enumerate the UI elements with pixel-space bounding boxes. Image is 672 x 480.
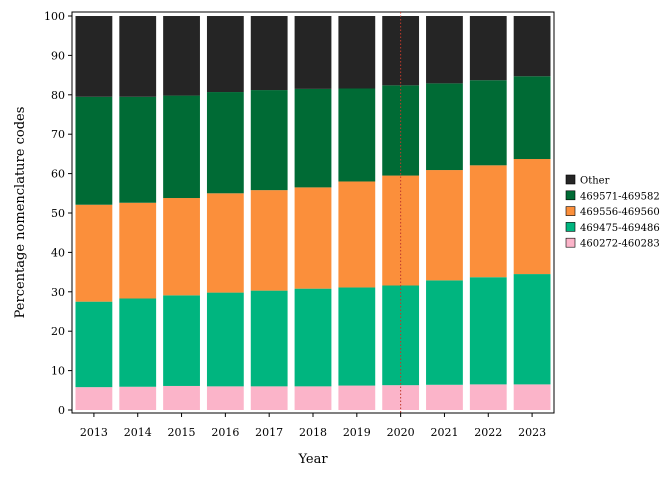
legend-swatch [565, 222, 576, 232]
bar-segment [469, 384, 507, 410]
bar-segment [206, 292, 244, 387]
bar-segment [119, 386, 157, 410]
bar-segment [469, 165, 507, 278]
legend-label: Other [580, 176, 610, 187]
bar-segment [250, 386, 288, 410]
y-tick-label: 30 [51, 286, 65, 299]
bar-segment [119, 16, 157, 97]
bar-segment [163, 95, 200, 199]
legend-label: 469475-469486 [580, 223, 660, 234]
x-tick-label: 2022 [474, 426, 502, 439]
bar-segment [338, 181, 376, 288]
y-tick-label: 20 [51, 325, 65, 338]
legend-swatch [565, 174, 576, 185]
bar-segment [338, 88, 376, 182]
bar-segment [206, 386, 244, 410]
bar-segment [75, 96, 113, 205]
legend-swatch [565, 190, 576, 201]
x-tick-label: 2023 [518, 426, 546, 439]
bar-segment [294, 187, 332, 289]
bar-segment [294, 88, 332, 188]
legend: Other 469571-469582 469556-469560 469475-46… [565, 174, 660, 250]
bar-segment [338, 287, 376, 386]
bar-segment [513, 159, 551, 275]
bar-segment [119, 298, 157, 387]
legend-swatch [565, 237, 576, 248]
x-axis: 2013 2014 2015 2016 2017 2018 2019 2020 2021 2022… [80, 413, 546, 439]
y-tick-label: 50 [51, 207, 65, 220]
bar-segment [469, 80, 507, 166]
bar-segment [163, 295, 200, 386]
bar-segment [469, 277, 507, 385]
bar-segment [250, 290, 288, 387]
bar-segment [426, 170, 463, 281]
bar-segment [513, 384, 551, 410]
x-axis-title: Year [297, 452, 328, 467]
bar-segment [513, 76, 551, 160]
x-tick-label: 2016 [211, 426, 239, 439]
bar-segment [75, 16, 113, 97]
x-tick-label: 2018 [299, 426, 327, 439]
bar-segment [250, 190, 288, 291]
y-axis: 0 10 20 30 40 50 60 70 80 90 100 [44, 10, 72, 417]
bar-segment [294, 16, 332, 89]
x-tick-label: 2021 [430, 426, 458, 439]
bar-segment [382, 85, 420, 176]
bar-segment [469, 16, 507, 81]
bar-segment [338, 16, 376, 89]
y-tick-label: 70 [51, 128, 65, 141]
bar-segment [338, 385, 376, 410]
bar-segment [426, 280, 463, 385]
bar-segment [119, 96, 157, 203]
bar-segment [426, 83, 463, 171]
bar-segment [75, 301, 113, 388]
x-tick-label: 2013 [80, 426, 108, 439]
bar-segment [426, 384, 463, 410]
bar-segment [75, 387, 113, 410]
bar-segment [294, 288, 332, 387]
y-tick-label: 10 [51, 365, 65, 378]
bar-segment [250, 16, 288, 91]
y-axis-title: Percentage nomenclature codes [13, 107, 28, 319]
x-tick-label: 2017 [255, 426, 283, 439]
y-tick-label: 80 [51, 89, 65, 102]
bar-segment [513, 16, 551, 77]
x-tick-label: 2014 [124, 426, 152, 439]
legend-label: 460272-460283 [580, 239, 660, 250]
y-tick-label: 60 [51, 168, 65, 181]
bar-segment [426, 16, 463, 84]
y-tick-label: 100 [44, 10, 65, 23]
y-tick-label: 90 [51, 49, 65, 62]
bar-segment [163, 16, 200, 96]
legend-label: 469571-469582 [580, 191, 660, 202]
bar-segment [250, 90, 288, 191]
legend-swatch [565, 206, 576, 216]
x-tick-label: 2019 [343, 426, 371, 439]
x-tick-label: 2015 [168, 426, 196, 439]
bar-segment [294, 386, 332, 410]
plot-area [71, 11, 555, 414]
bar-segment [206, 92, 244, 194]
bar-segment [513, 274, 551, 385]
x-tick-label: 2020 [387, 426, 415, 439]
bar-segment [206, 193, 244, 293]
bar-segment [163, 198, 200, 296]
legend-label: 469556-469560 [580, 207, 660, 218]
bar-segment [163, 385, 200, 410]
bar-segment [382, 175, 420, 286]
y-tick-label: 40 [51, 246, 65, 259]
bar-segment [119, 202, 157, 299]
y-tick-label: 0 [58, 404, 65, 417]
bar-segment [206, 16, 244, 93]
bar-segment [75, 204, 113, 302]
